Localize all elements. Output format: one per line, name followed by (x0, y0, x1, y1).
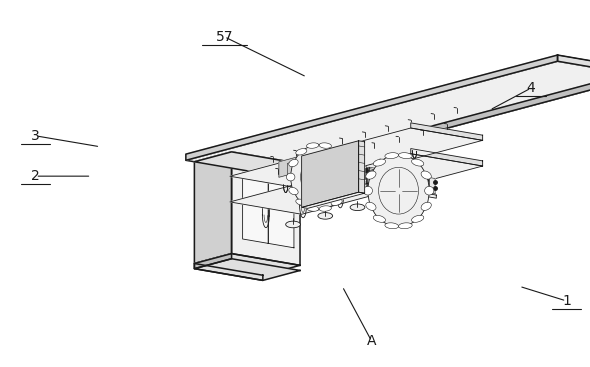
Polygon shape (316, 160, 322, 176)
Ellipse shape (286, 221, 300, 228)
Polygon shape (307, 158, 313, 174)
Polygon shape (301, 192, 365, 208)
Ellipse shape (421, 171, 431, 179)
Polygon shape (195, 254, 232, 269)
Polygon shape (230, 128, 483, 189)
Polygon shape (404, 173, 409, 189)
Polygon shape (186, 61, 590, 175)
Polygon shape (350, 166, 356, 182)
Polygon shape (392, 175, 412, 195)
Polygon shape (367, 168, 373, 185)
Polygon shape (359, 167, 365, 183)
Ellipse shape (343, 173, 352, 181)
Ellipse shape (363, 186, 372, 195)
Ellipse shape (319, 143, 332, 148)
Ellipse shape (318, 212, 333, 219)
Text: 3: 3 (31, 129, 40, 143)
Polygon shape (411, 149, 483, 166)
Polygon shape (333, 163, 339, 179)
Ellipse shape (385, 153, 399, 159)
Text: 4: 4 (527, 81, 535, 95)
Ellipse shape (373, 215, 385, 222)
Polygon shape (186, 55, 558, 160)
Polygon shape (359, 141, 365, 193)
Ellipse shape (350, 204, 365, 211)
Ellipse shape (412, 215, 424, 222)
Ellipse shape (412, 159, 424, 166)
Ellipse shape (382, 195, 397, 202)
Ellipse shape (398, 223, 412, 229)
Polygon shape (324, 161, 330, 177)
Polygon shape (195, 264, 263, 280)
Ellipse shape (286, 173, 295, 181)
Polygon shape (360, 166, 366, 182)
Ellipse shape (296, 149, 307, 155)
Ellipse shape (385, 223, 399, 229)
Polygon shape (348, 168, 367, 189)
Ellipse shape (289, 188, 298, 195)
Polygon shape (386, 170, 392, 186)
Polygon shape (330, 184, 368, 196)
Text: 1: 1 (562, 294, 571, 308)
Polygon shape (230, 154, 483, 214)
Polygon shape (412, 175, 418, 191)
Ellipse shape (368, 155, 430, 227)
Polygon shape (330, 166, 350, 186)
Ellipse shape (366, 202, 376, 210)
Polygon shape (313, 163, 333, 183)
Ellipse shape (291, 145, 348, 209)
Polygon shape (411, 123, 483, 140)
Polygon shape (384, 173, 404, 194)
Text: A: A (367, 334, 376, 348)
Polygon shape (358, 169, 378, 189)
Polygon shape (341, 166, 360, 186)
Text: 2: 2 (31, 169, 40, 183)
Polygon shape (369, 167, 375, 184)
Polygon shape (296, 70, 590, 168)
Polygon shape (304, 161, 324, 182)
Ellipse shape (319, 206, 332, 211)
Polygon shape (279, 157, 299, 177)
Polygon shape (287, 158, 307, 179)
Polygon shape (242, 172, 268, 243)
Polygon shape (409, 178, 429, 198)
Polygon shape (296, 160, 316, 180)
Ellipse shape (331, 199, 342, 206)
Text: 57: 57 (215, 30, 233, 44)
Polygon shape (342, 164, 348, 180)
Polygon shape (195, 254, 300, 275)
Polygon shape (378, 169, 384, 185)
Polygon shape (429, 178, 435, 194)
Ellipse shape (340, 188, 349, 195)
Ellipse shape (373, 159, 385, 166)
Ellipse shape (331, 149, 342, 155)
Ellipse shape (421, 202, 431, 210)
Polygon shape (299, 157, 304, 173)
Polygon shape (349, 167, 369, 188)
Ellipse shape (307, 206, 319, 211)
Polygon shape (339, 167, 359, 188)
Ellipse shape (307, 143, 319, 148)
Polygon shape (322, 164, 342, 185)
Polygon shape (268, 177, 294, 248)
Polygon shape (401, 176, 421, 197)
Polygon shape (366, 170, 386, 191)
Ellipse shape (366, 171, 376, 179)
Polygon shape (421, 176, 427, 192)
Polygon shape (375, 172, 395, 192)
Polygon shape (368, 184, 436, 198)
Polygon shape (195, 152, 300, 174)
Polygon shape (301, 141, 359, 207)
Polygon shape (195, 152, 232, 264)
Ellipse shape (340, 159, 349, 167)
Polygon shape (558, 55, 590, 76)
Polygon shape (232, 152, 300, 265)
Ellipse shape (425, 186, 434, 195)
Ellipse shape (398, 153, 412, 159)
Polygon shape (195, 259, 300, 280)
Ellipse shape (296, 199, 307, 206)
Ellipse shape (289, 159, 298, 167)
Polygon shape (395, 172, 401, 188)
